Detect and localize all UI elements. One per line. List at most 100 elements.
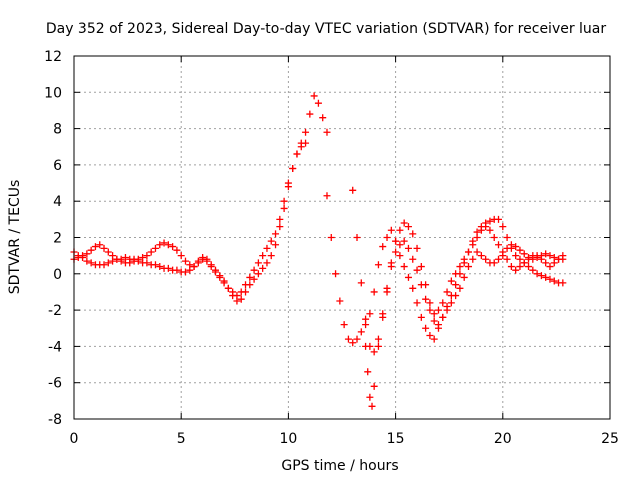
data-point [353,335,361,343]
chart-title: Day 352 of 2023, Sidereal Day-to-day VTE… [46,21,607,37]
data-point [297,143,305,151]
data-point [229,288,237,296]
data-point [439,299,447,307]
data-point [323,128,331,136]
data-point [368,402,376,410]
data-point [383,234,391,241]
data-point [546,252,554,260]
data-point [349,186,357,194]
data-point [100,261,108,269]
data-point [181,257,189,265]
data-point [537,272,545,280]
data-point [194,259,202,267]
data-point [452,292,460,300]
data-point [516,246,524,254]
data-point [422,295,430,303]
data-point [164,264,172,272]
y-tick-label: 6 [53,158,62,174]
data-point [495,215,503,223]
data-point [216,273,224,281]
data-point [430,310,438,318]
data-point [456,284,464,292]
data-point [516,255,524,263]
data-point [263,244,271,252]
data-point [379,243,387,251]
data-point [387,226,395,234]
data-point [177,252,185,260]
data-point [151,244,159,252]
plot-frame [73,55,611,420]
data-point [336,297,344,305]
data-point [276,215,284,223]
y-tick-label: 2 [53,231,62,247]
data-point [443,288,451,296]
data-point [139,253,147,261]
data-point [254,259,262,267]
data-point [109,252,117,260]
data-point [546,263,554,271]
data-point [550,259,558,267]
data-point [302,139,310,147]
data-point [477,252,485,260]
data-point [542,259,550,267]
data-point [422,281,430,289]
data-point [280,204,288,212]
data-point [83,257,91,265]
data-point [387,259,395,267]
data-point [477,226,485,234]
x-axis-title: GPS time / hours [281,458,398,474]
data-point [409,230,417,238]
data-point [469,255,477,263]
data-point [169,243,177,251]
series-track-3 [323,192,567,347]
data-point [413,266,421,274]
data-point [96,241,104,249]
data-point [400,237,408,245]
data-point [456,263,464,271]
data-point [357,279,365,287]
data-point [529,266,537,274]
data-point [464,248,472,256]
data-point [426,332,434,340]
data-point [452,270,460,278]
series-track-2 [70,139,310,300]
data-point [542,250,550,258]
data-point [422,324,430,332]
data-point [147,248,155,256]
data-point [280,197,288,205]
data-point [104,259,112,267]
y-tick-label: -2 [48,303,62,319]
data-point [306,110,314,118]
data-point [74,253,82,261]
data-point [392,248,400,256]
data-point [344,335,352,343]
data-point [327,234,335,241]
data-point [126,259,134,267]
data-point [151,261,159,269]
data-point [130,257,138,265]
data-point [430,335,438,343]
x-tick-label: 25 [601,431,619,447]
data-point [533,252,541,260]
y-tick-label: -6 [48,376,62,392]
data-point [143,252,151,260]
data-point [430,317,438,325]
data-point [364,368,372,376]
y-tick-label: 10 [44,85,62,101]
y-tick-label: 0 [53,267,62,283]
data-point [370,348,378,356]
data-point [486,217,494,225]
data-point [512,266,520,274]
data-point [267,252,275,260]
data-point [503,244,511,252]
grid-lines [74,56,610,419]
y-tick-label: -4 [48,339,62,355]
data-point [413,244,421,252]
data-point [434,306,442,314]
data-point [203,257,211,265]
data-point [186,261,194,269]
data-point [319,114,327,122]
data-point [362,342,370,350]
data-point [507,263,515,271]
